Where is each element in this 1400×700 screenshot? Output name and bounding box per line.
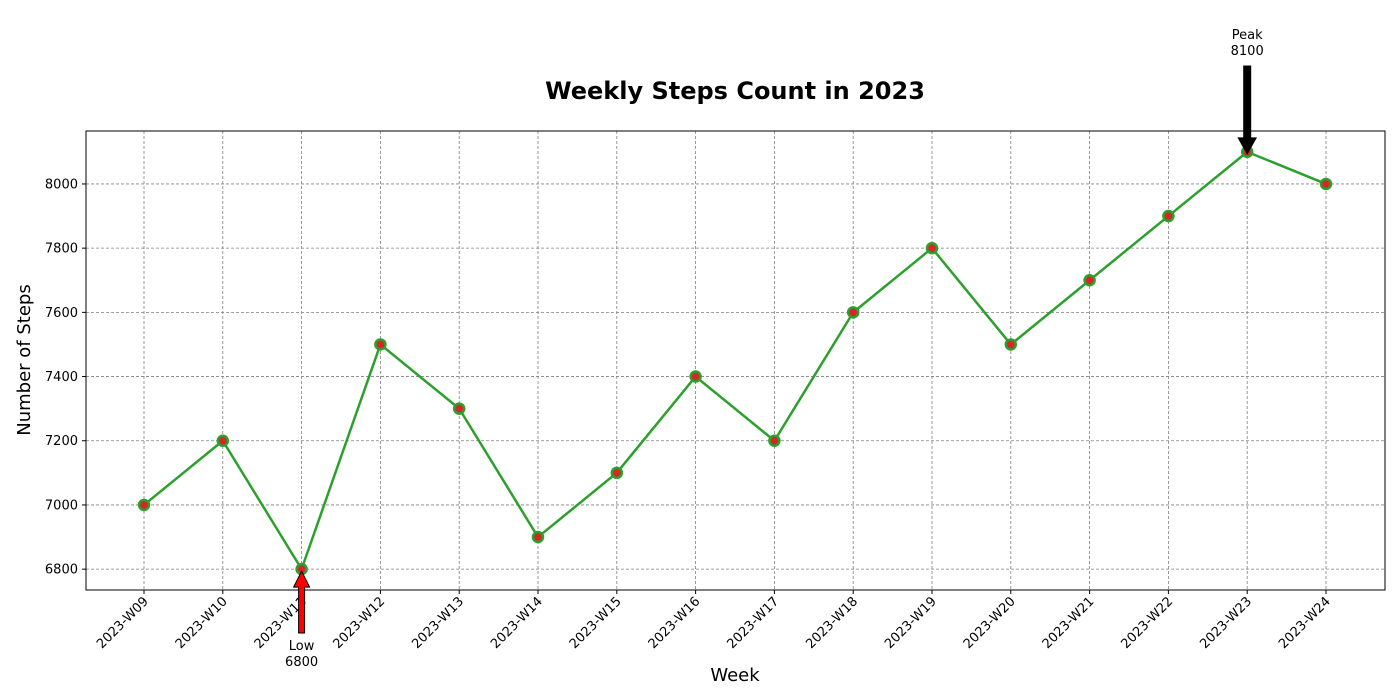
x-tick-label: 2023-W10 (173, 594, 231, 652)
low-value: 6800 (285, 655, 318, 670)
x-tick-label: 2023-W09 (94, 594, 152, 652)
data-point (689, 370, 702, 383)
series-layer (137, 145, 1333, 576)
data-point (137, 498, 151, 512)
y-tick-label: 7400 (45, 370, 78, 385)
data-point (846, 306, 860, 319)
series-line (143, 150, 1327, 571)
data-point (452, 402, 466, 415)
y-tick-label: 7000 (45, 498, 78, 513)
x-tick-label: 2023-W17 (724, 594, 782, 652)
y-tick-label: 7600 (45, 306, 78, 321)
data-point (1004, 338, 1018, 351)
x-tick-label: 2023-W15 (567, 594, 625, 652)
peak-label: Peak (1232, 28, 1263, 43)
data-point (1083, 274, 1096, 287)
x-tick-label: 2023-W18 (803, 594, 861, 652)
x-tick-label: 2023-W19 (882, 594, 940, 652)
y-tick-label: 7200 (45, 434, 78, 449)
x-tick-label: 2023-W24 (1276, 594, 1334, 652)
data-point (1162, 209, 1175, 223)
x-axis-title: Week (710, 665, 760, 686)
x-tick-label: 2023-W23 (1197, 594, 1255, 652)
low-arrow (292, 570, 311, 634)
x-tick-label: 2023-W21 (1040, 594, 1098, 652)
y-axis: 6800 7000 7200 7400 7600 7800 8000 (45, 177, 86, 578)
data-point (216, 434, 230, 447)
low-label: Low (289, 639, 315, 654)
y-tick-label: 7800 (45, 242, 78, 257)
grid (86, 131, 1385, 590)
data-point (768, 434, 781, 447)
data-point (374, 338, 387, 351)
x-tick-label: 2023-W20 (961, 594, 1019, 652)
chart-title: Weekly Steps Count in 2023 (545, 77, 925, 105)
x-tick-label: 2023-W22 (1118, 594, 1176, 652)
plot-area-frame (85, 130, 1386, 591)
x-tick-label: 2023-W14 (488, 594, 546, 652)
x-tick-label: 2023-W12 (330, 594, 388, 652)
x-tick-label: 2023-W13 (409, 594, 467, 652)
x-tick-label: 2023-W16 (646, 594, 704, 652)
peak-arrow (1237, 65, 1258, 155)
y-tick-label: 8000 (45, 177, 78, 192)
data-point (531, 530, 545, 544)
data-point (610, 466, 624, 480)
x-axis: 2023-W09 2023-W10 2023-W11 2023-W12 2023-W13… (94, 590, 1334, 652)
peak-value: 8100 (1231, 44, 1264, 59)
y-axis-title: Number of Steps (14, 284, 35, 435)
y-tick-label: 6800 (45, 563, 78, 578)
data-point (925, 241, 939, 255)
data-point (1319, 177, 1333, 191)
